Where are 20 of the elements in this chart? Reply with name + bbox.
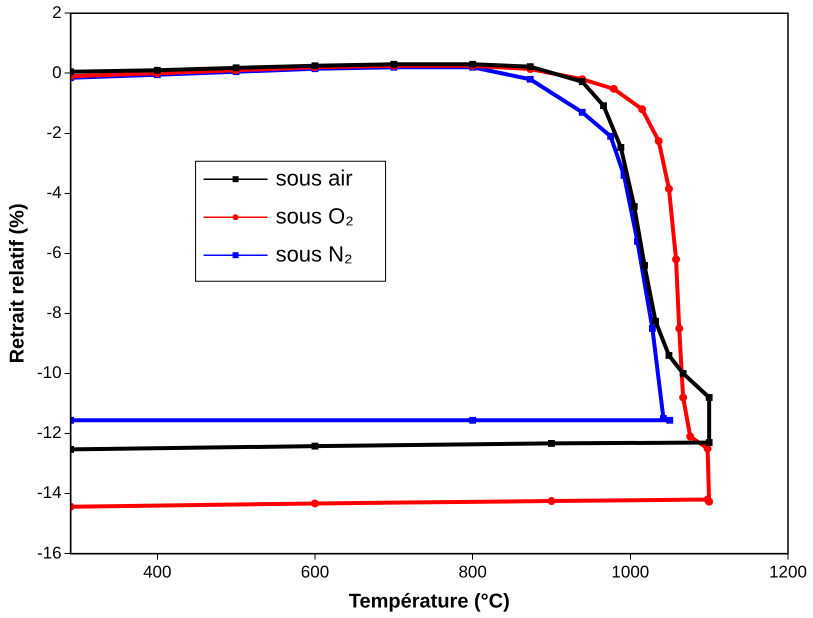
legend-label: sous air <box>276 165 353 190</box>
y-tick-label: -16 <box>36 543 62 562</box>
y-tick-label: 2 <box>52 2 62 22</box>
legend-label: sous N₂ <box>276 241 353 266</box>
y-tick-label: -12 <box>36 423 62 442</box>
legend-label: sous O₂ <box>276 203 354 228</box>
x-tick-label: 1200 <box>769 562 807 582</box>
x-tick-label: 600 <box>300 562 330 582</box>
y-tick-label: -6 <box>46 243 62 262</box>
x-tick-label: 800 <box>458 562 487 582</box>
y-tick-label: -14 <box>36 483 62 502</box>
y-tick-label: -10 <box>36 363 62 382</box>
x-axis-title: Température (°C) <box>348 590 510 613</box>
y-axis-title: Retrait relatif (%) <box>6 203 29 364</box>
y-tick-label: 0 <box>52 62 62 82</box>
y-tick-label: -2 <box>46 122 62 142</box>
x-tick-label: 1000 <box>611 562 650 582</box>
y-tick-label: -4 <box>46 183 62 202</box>
y-tick-label: -8 <box>46 303 62 322</box>
x-tick-label: 400 <box>143 562 172 582</box>
